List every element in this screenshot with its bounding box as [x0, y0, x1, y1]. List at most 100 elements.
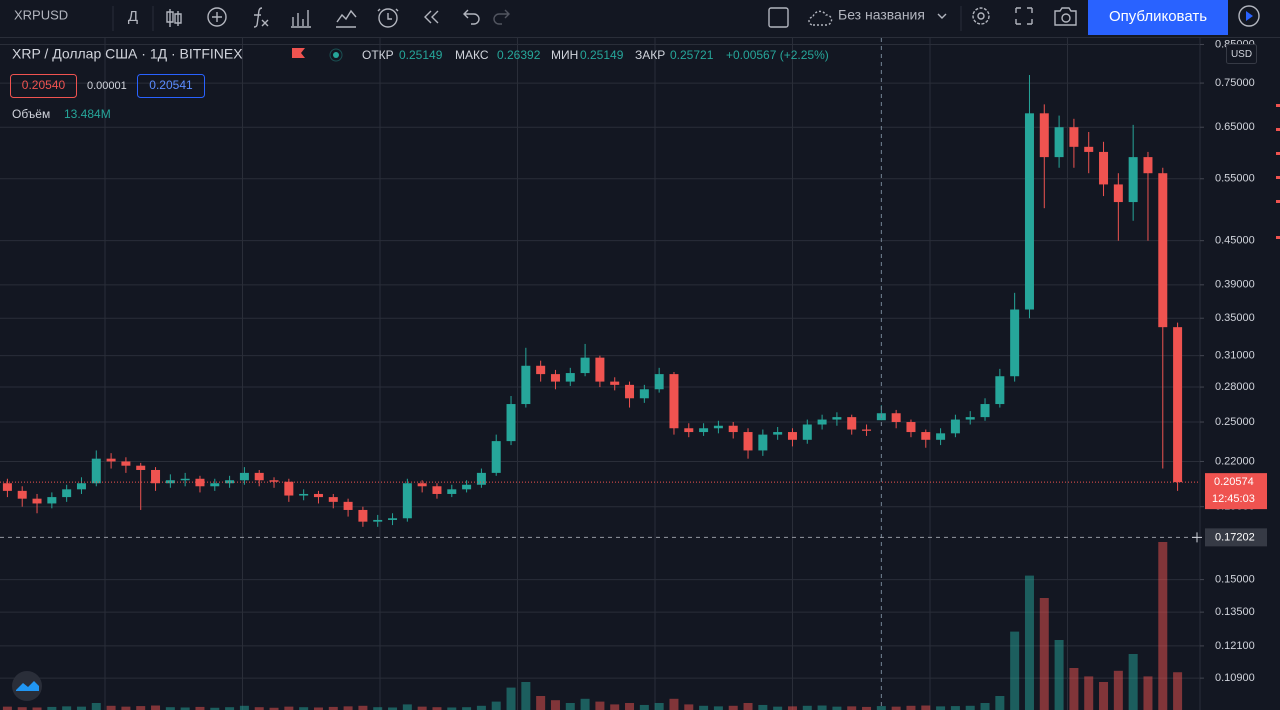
candle-body — [17, 490, 27, 499]
candle-body — [136, 465, 146, 470]
volume-bar — [269, 707, 279, 710]
candle-body — [773, 432, 783, 435]
change: +0.00567 (+2.25%) — [726, 48, 829, 62]
candle-body — [1069, 127, 1079, 147]
candle-body — [343, 501, 353, 510]
candle-body — [758, 434, 768, 451]
volume-bar — [1010, 631, 1020, 710]
layout-name[interactable]: Без названия — [838, 7, 925, 23]
logo[interactable] — [12, 671, 42, 701]
candle-body — [713, 425, 723, 429]
y-tick-label: 0.55000 — [1215, 173, 1255, 185]
candle-body — [832, 417, 842, 420]
volume-bar — [1158, 542, 1168, 710]
compare-icon[interactable] — [291, 10, 311, 28]
y-tick-label: 0.25000 — [1215, 416, 1255, 428]
candle-body — [106, 458, 116, 462]
candle-body — [1054, 127, 1064, 158]
candle-body — [491, 441, 501, 473]
candle-body — [1010, 309, 1020, 377]
candle-body — [669, 374, 679, 429]
candle-body — [328, 497, 338, 502]
volume-bar — [802, 705, 812, 710]
candle-body — [299, 493, 309, 496]
volume-bar — [91, 703, 101, 710]
volume-bar — [758, 704, 768, 710]
volume-bar — [1113, 670, 1123, 710]
high-value: 0.26392 — [497, 48, 541, 62]
candle-body — [358, 509, 368, 522]
volume-bar — [447, 707, 457, 710]
volume-bar — [239, 705, 249, 710]
bid-box[interactable] — [10, 74, 77, 98]
alert-icon[interactable] — [378, 8, 398, 28]
publish-button[interactable] — [1088, 0, 1228, 35]
last-price-label: 0.20574 — [1214, 476, 1254, 488]
candle-body — [950, 419, 960, 434]
high-label: МАКС — [455, 48, 489, 62]
volume-bar — [462, 707, 472, 710]
volume-bar — [299, 707, 309, 710]
volume-bar — [787, 706, 797, 710]
fullscreen-icon[interactable] — [1015, 7, 1033, 25]
volume-bar — [151, 705, 161, 710]
y-tick-label: 0.28000 — [1215, 381, 1255, 393]
interval[interactable]: Д — [128, 8, 138, 25]
volume-bar — [684, 704, 694, 710]
symbol[interactable]: XRPUSD — [14, 7, 68, 22]
indicator-icon[interactable] — [207, 7, 227, 27]
volume-bar — [121, 706, 131, 710]
templates-icon[interactable] — [336, 9, 357, 28]
volume-bar — [210, 707, 220, 710]
volume-bar — [995, 696, 1005, 710]
volume-bar — [136, 706, 146, 710]
candle-body — [654, 374, 664, 390]
volume-bar — [62, 706, 72, 710]
candle-body — [165, 480, 175, 484]
candle-body — [595, 357, 605, 382]
candle-body — [639, 389, 649, 399]
stream-button[interactable] — [1238, 5, 1260, 27]
candle-body — [936, 433, 946, 440]
currency-box[interactable] — [1226, 44, 1257, 64]
candle-body — [980, 404, 990, 418]
volume-bar — [713, 706, 723, 710]
flag[interactable] — [292, 48, 305, 58]
bid: 0.20540 — [22, 78, 66, 92]
side-marker — [1276, 200, 1280, 203]
ask-box[interactable] — [137, 74, 205, 98]
candle-body — [787, 432, 797, 440]
crosshair-plus — [1192, 532, 1202, 543]
publish-label: Опубликовать — [1109, 8, 1207, 25]
layout-icon[interactable] — [768, 7, 789, 28]
candle-body — [151, 469, 161, 484]
volume-bar — [832, 706, 842, 710]
volume-bar — [180, 707, 190, 710]
volume-bar — [76, 706, 86, 710]
settings-icon[interactable] — [972, 7, 990, 25]
replay-icon[interactable] — [424, 10, 439, 24]
logo-mark — [16, 681, 39, 691]
candle-body — [2, 483, 12, 491]
caret[interactable] — [937, 13, 947, 19]
candle-body — [995, 376, 1005, 405]
candle-body — [565, 373, 575, 382]
volume-bar — [313, 707, 323, 710]
candles-icon[interactable] — [166, 9, 182, 27]
low-value: 0.25149 — [580, 48, 624, 62]
ask: 0.20541 — [149, 78, 193, 92]
side-strip — [1270, 38, 1280, 710]
volume-bar — [343, 706, 353, 710]
volume-bar — [595, 701, 605, 710]
crosshair-label: 0.17202 — [1215, 531, 1255, 543]
volume-bar — [847, 706, 857, 710]
candle-body — [1128, 157, 1138, 203]
volume-bar — [773, 706, 783, 710]
snapshot-icon[interactable] — [1054, 7, 1077, 26]
y-tick-label: 0.35000 — [1215, 312, 1255, 324]
candle-body — [521, 365, 531, 405]
redo-icon[interactable] — [493, 9, 510, 25]
undo-icon[interactable] — [463, 9, 480, 25]
fx-icon[interactable] — [253, 7, 269, 28]
